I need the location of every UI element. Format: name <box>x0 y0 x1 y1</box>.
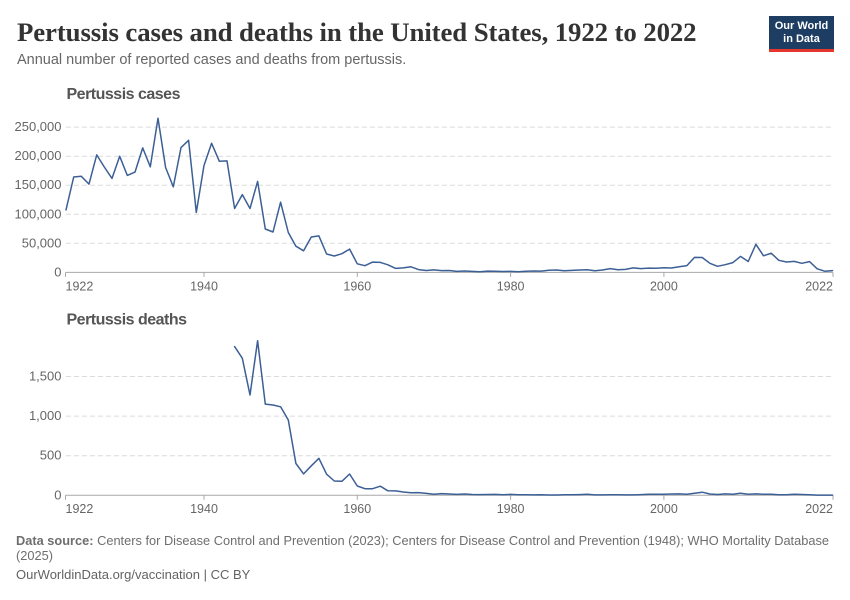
svg-text:0: 0 <box>54 488 61 503</box>
svg-text:1960: 1960 <box>343 502 371 516</box>
svg-text:200,000: 200,000 <box>15 148 62 163</box>
svg-text:50,000: 50,000 <box>22 235 62 250</box>
svg-text:1980: 1980 <box>497 502 525 516</box>
svg-text:150,000: 150,000 <box>15 177 62 192</box>
svg-text:1940: 1940 <box>190 279 218 293</box>
svg-text:100,000: 100,000 <box>15 206 62 221</box>
svg-text:1,000: 1,000 <box>29 408 62 423</box>
svg-text:2000: 2000 <box>650 279 678 293</box>
svg-text:1922: 1922 <box>66 279 94 293</box>
svg-text:1980: 1980 <box>497 279 525 293</box>
svg-text:2022: 2022 <box>805 502 833 516</box>
svg-text:1,500: 1,500 <box>29 369 62 384</box>
svg-text:250,000: 250,000 <box>15 119 62 134</box>
svg-text:Pertussis deaths: Pertussis deaths <box>67 311 188 328</box>
svg-text:0: 0 <box>54 265 61 280</box>
svg-text:Pertussis cases: Pertussis cases <box>67 86 181 103</box>
svg-text:1960: 1960 <box>343 279 371 293</box>
svg-text:1922: 1922 <box>66 502 94 516</box>
svg-text:1940: 1940 <box>190 502 218 516</box>
svg-text:2022: 2022 <box>805 279 833 293</box>
svg-text:2000: 2000 <box>650 502 678 516</box>
svg-text:500: 500 <box>40 448 62 463</box>
